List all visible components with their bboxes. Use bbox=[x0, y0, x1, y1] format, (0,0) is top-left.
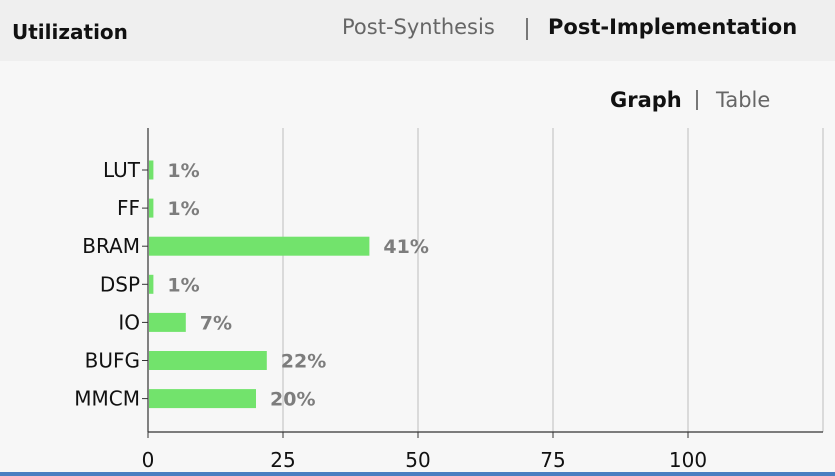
bar bbox=[149, 389, 256, 409]
category-label: IO bbox=[118, 310, 140, 334]
x-tick-label: 75 bbox=[540, 448, 565, 472]
x-tick-label: 25 bbox=[270, 448, 295, 472]
value-label: 1% bbox=[167, 274, 199, 296]
value-label: 7% bbox=[200, 312, 232, 334]
category-label: DSP bbox=[100, 272, 140, 296]
page-title: Utilization bbox=[12, 20, 128, 44]
value-label: 22% bbox=[281, 351, 326, 373]
value-label: 1% bbox=[167, 198, 199, 220]
tab-post-synthesis[interactable]: Post-Synthesis bbox=[342, 15, 495, 39]
value-label: 41% bbox=[383, 236, 428, 258]
bar bbox=[149, 274, 154, 294]
tab-divider bbox=[526, 18, 528, 40]
tab-post-implementation[interactable]: Post-Implementation bbox=[548, 15, 798, 39]
value-label: 1% bbox=[167, 160, 199, 182]
bar bbox=[149, 312, 186, 332]
bottom-border bbox=[0, 472, 835, 476]
bar bbox=[149, 198, 154, 218]
category-label: MMCM bbox=[74, 387, 140, 411]
x-tick-label: 100 bbox=[669, 448, 707, 472]
category-label: LUT bbox=[103, 158, 141, 182]
header-bar: Utilization Post-Synthesis Post-Implemen… bbox=[0, 0, 835, 61]
x-tick-label: 50 bbox=[405, 448, 430, 472]
view-divider bbox=[696, 90, 698, 110]
x-tick-label: 0 bbox=[142, 448, 155, 472]
bar bbox=[149, 236, 370, 256]
category-label: FF bbox=[117, 196, 140, 220]
view-graph-button[interactable]: Graph bbox=[610, 88, 682, 112]
category-label: BRAM bbox=[82, 234, 140, 258]
value-label: 20% bbox=[270, 389, 315, 411]
bar bbox=[149, 160, 154, 180]
bar bbox=[149, 351, 267, 370]
category-label: BUFG bbox=[85, 349, 140, 373]
view-table-button[interactable]: Table bbox=[716, 88, 771, 112]
